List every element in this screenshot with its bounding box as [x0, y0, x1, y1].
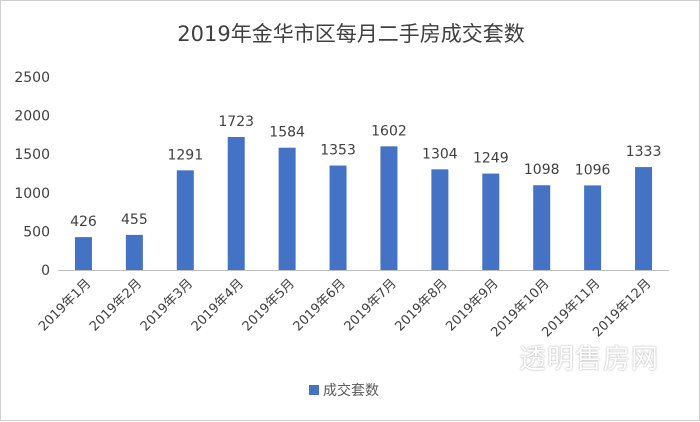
bar-series: [74, 136, 653, 270]
bar: [431, 169, 449, 270]
x-tick-label: 2019年6月: [291, 276, 349, 334]
y-tick-label: 0: [41, 263, 50, 279]
bar: [74, 237, 92, 270]
data-label: 1304: [422, 146, 458, 162]
x-tick-label: 2019年1月: [36, 276, 94, 334]
data-label: 1291: [167, 147, 203, 163]
bar: [380, 146, 398, 270]
data-label: 1723: [218, 114, 254, 130]
x-tick-label: 2019年5月: [240, 276, 298, 334]
x-axis-labels: 2019年1月2019年2月2019年3月2019年4月2019年5月2019年…: [36, 276, 654, 340]
y-axis: 0 500 1000 1500 2000 2500: [14, 70, 50, 279]
legend-swatch: [309, 385, 319, 395]
data-label: 1249: [473, 151, 509, 167]
y-tick-label: 1000: [14, 186, 50, 202]
x-tick-label: 2019年4月: [189, 276, 247, 334]
data-label: 1584: [269, 125, 305, 141]
data-label: 1333: [626, 144, 662, 160]
bar: [176, 170, 194, 270]
legend: 成交套数: [309, 382, 379, 399]
bar: [533, 185, 551, 270]
data-label: 1098: [524, 162, 560, 178]
bar: [227, 136, 245, 270]
data-label: 1353: [320, 143, 356, 159]
x-tick-label: 2019年7月: [342, 276, 400, 334]
watermark: 透明售房网: [519, 344, 659, 375]
x-tick-label: 2019年3月: [138, 276, 196, 334]
x-tick-label: 2019年8月: [392, 276, 450, 334]
y-tick-label: 2500: [14, 70, 50, 86]
y-tick-label: 1500: [14, 147, 50, 163]
y-tick-label: 2000: [14, 109, 50, 125]
bar: [329, 165, 347, 270]
bar: [482, 173, 500, 270]
data-labels: 426 455 1291 1723 1584 1353 1602 1304 1249 1098 10…: [70, 114, 661, 230]
data-label: 426: [70, 214, 97, 230]
x-tick-label: 2019年2月: [87, 276, 145, 334]
legend-label: 成交套数: [323, 382, 379, 399]
bar: [278, 147, 296, 270]
data-label: 1602: [371, 123, 407, 139]
data-label: 455: [121, 212, 148, 228]
bar: [584, 185, 602, 270]
chart-title: 2019年金华市区每月二手房成交套数: [177, 22, 524, 46]
data-label: 1096: [575, 162, 611, 178]
bar: [125, 234, 143, 270]
bar: [635, 167, 653, 270]
y-tick-label: 500: [23, 224, 50, 240]
